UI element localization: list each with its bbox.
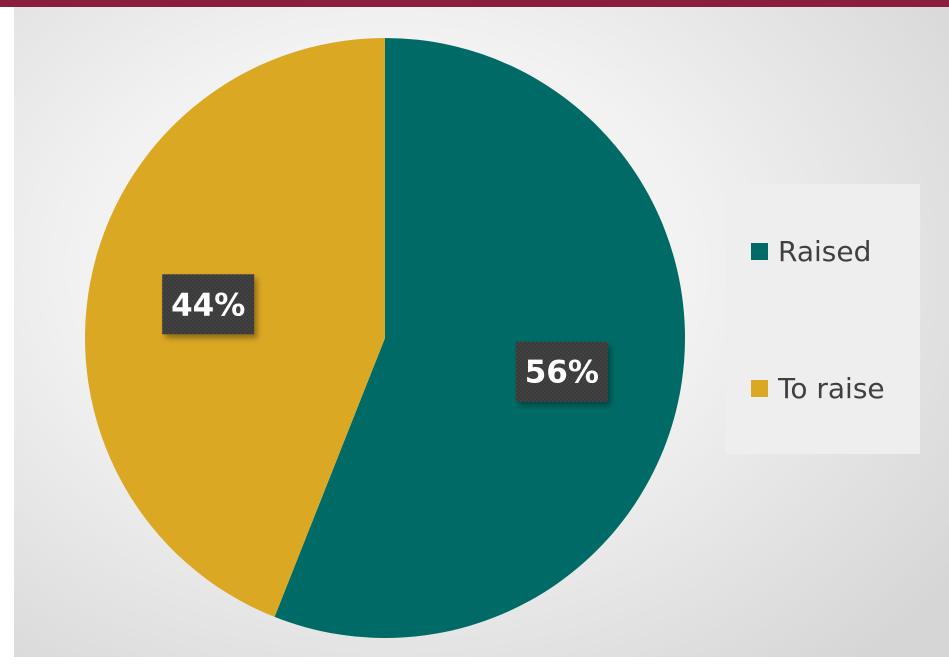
legend: Raised To raise: [725, 184, 920, 454]
legend-swatch-to-raise: [751, 379, 768, 397]
data-label-to-raise: 44%: [162, 274, 255, 335]
legend-item-to-raise: To raise: [751, 368, 885, 408]
pie-slice-raised: [274, 38, 685, 638]
data-label-box-to-raise: [162, 274, 255, 335]
data-label-raised: 56%: [515, 341, 608, 402]
data-label-text-raised: 56%: [525, 355, 599, 391]
legend-label-to-raise: To raise: [778, 371, 885, 405]
pie-data-labels: 56% 44%: [162, 274, 608, 402]
top-accent-bar: [0, 0, 949, 7]
legend-swatch-raised: [751, 242, 768, 260]
bottom-margin: [0, 657, 949, 671]
legend-item-raised: Raised: [751, 231, 871, 271]
pie-slices: [84, 37, 685, 638]
legend-label-raised: Raised: [778, 234, 872, 268]
data-label-box-raised: [515, 341, 608, 402]
data-label-text-to-raise: 44%: [171, 287, 245, 323]
